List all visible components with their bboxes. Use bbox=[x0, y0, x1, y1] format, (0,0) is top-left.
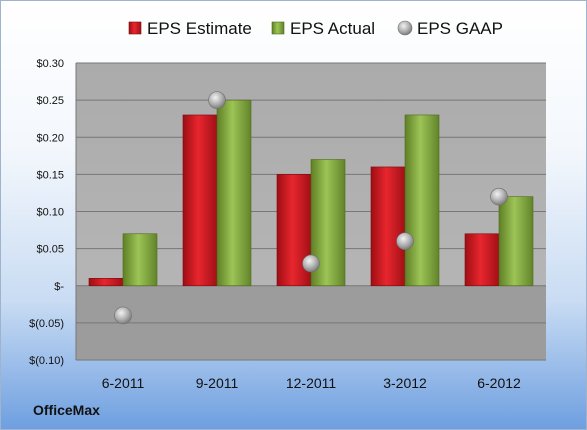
y-tick-label: $0.25 bbox=[36, 95, 64, 107]
bar-eps-actual bbox=[498, 196, 534, 287]
legend-swatch bbox=[128, 21, 142, 35]
bar-eps-estimate bbox=[464, 233, 500, 287]
x-tick-label: 6-2011 bbox=[102, 375, 145, 391]
bar-eps-estimate bbox=[182, 114, 218, 287]
point-eps-gaap bbox=[396, 232, 414, 250]
y-tick-label: $(0.10) bbox=[29, 355, 64, 367]
x-tick-label: 9-2011 bbox=[196, 375, 239, 391]
y-tick-label: $0.05 bbox=[36, 244, 64, 256]
y-tick-label: $- bbox=[54, 281, 64, 293]
bar-eps-actual bbox=[404, 114, 440, 287]
x-tick-label: 3-2012 bbox=[383, 375, 427, 391]
legend-label: EPS Actual bbox=[290, 19, 375, 38]
legend: EPS Estimate EPS Actual EPS GAAP bbox=[128, 19, 503, 38]
bar-eps-estimate bbox=[370, 166, 406, 287]
point-eps-gaap bbox=[302, 254, 320, 273]
legend-label: EPS Estimate bbox=[147, 19, 252, 38]
legend-swatch bbox=[271, 21, 285, 35]
y-tick-label: $0.20 bbox=[36, 132, 64, 144]
bar-eps-actual bbox=[216, 99, 252, 287]
y-tick-label: $(0.05) bbox=[29, 318, 64, 330]
point-eps-gaap bbox=[208, 91, 226, 109]
y-tick-label: $0.10 bbox=[36, 207, 64, 219]
point-eps-gaap bbox=[490, 187, 508, 206]
legend-label: EPS GAAP bbox=[417, 19, 503, 38]
company-name: OfficeMax bbox=[33, 402, 100, 418]
bar-eps-estimate bbox=[88, 278, 124, 287]
bar-eps-actual bbox=[122, 233, 158, 287]
legend-swatch bbox=[397, 20, 413, 36]
x-tick-label: 12-2011 bbox=[286, 375, 337, 391]
plot-area: $0.30 $0.25 $0.20 $0.15 $0.10 $0.05 $- $(0.05) $… bbox=[29, 58, 546, 391]
point-eps-gaap bbox=[114, 306, 132, 325]
x-tick-label: 6-2012 bbox=[477, 375, 521, 391]
y-tick-label: $0.15 bbox=[36, 169, 64, 181]
y-tick-label: $0.30 bbox=[36, 58, 64, 70]
